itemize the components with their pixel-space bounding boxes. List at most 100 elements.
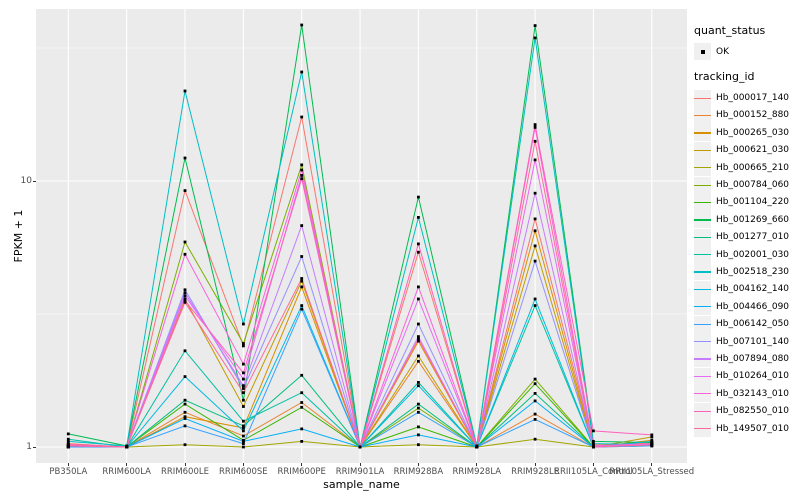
black-point-icon xyxy=(701,50,705,54)
point-key-icon xyxy=(694,43,711,61)
data-point xyxy=(242,424,245,428)
data-point xyxy=(183,252,187,256)
data-point xyxy=(650,435,654,439)
data-point xyxy=(242,445,245,449)
data-point xyxy=(475,445,479,449)
data-point xyxy=(66,437,70,441)
line-key-icon xyxy=(694,333,711,351)
data-point xyxy=(242,391,245,395)
legend-item-Hb_000621_030: Hb_000621_030 xyxy=(694,141,798,159)
legend-item-label: Hb_082550_010 xyxy=(716,406,790,417)
legend-title-quant-status: quant_status xyxy=(694,24,766,37)
data-point xyxy=(417,402,420,406)
data-point xyxy=(183,294,187,298)
data-point xyxy=(300,23,304,27)
data-point xyxy=(533,382,537,386)
data-point xyxy=(183,443,187,447)
x-tick-label: RRIM901LA xyxy=(335,467,385,477)
legend-item-label: Hb_001104_220 xyxy=(716,197,790,208)
data-point xyxy=(242,377,245,381)
data-point xyxy=(417,337,420,341)
data-point xyxy=(417,359,420,363)
data-point xyxy=(417,195,420,199)
data-point xyxy=(533,24,537,27)
x-tick-label: RRII105LA_Control xyxy=(554,467,633,477)
series-color-swatch xyxy=(694,132,711,134)
data-point xyxy=(300,391,304,395)
x-tick-label: RRIM600SE xyxy=(219,467,268,477)
x-tick-mark xyxy=(359,463,361,466)
legend-item-label: Hb_002001_030 xyxy=(716,249,790,260)
data-point xyxy=(242,342,245,345)
series-color-swatch xyxy=(694,149,711,151)
legend-title-tracking-id: tracking_id xyxy=(694,70,755,84)
line-key-icon xyxy=(694,228,711,246)
series-color-swatch xyxy=(694,375,711,378)
line-key-icon xyxy=(694,176,711,194)
plot-panel xyxy=(36,9,687,463)
data-point xyxy=(183,156,187,160)
y-tick-mark xyxy=(33,446,36,448)
data-point xyxy=(417,242,420,246)
data-point xyxy=(125,445,129,449)
data-point xyxy=(533,412,537,416)
legend-item-Hb_002001_030: Hb_002001_030 xyxy=(694,246,798,264)
series-color-swatch xyxy=(694,428,711,430)
data-point xyxy=(300,440,304,443)
line-key-icon xyxy=(694,263,711,281)
legend-item-Hb_000265_030: Hb_000265_030 xyxy=(694,124,798,142)
data-point xyxy=(650,440,654,443)
line-key-icon xyxy=(694,89,711,107)
legend-item-label: OK xyxy=(716,46,729,57)
legend-item-Hb_149507_010: Hb_149507_010 xyxy=(694,420,798,437)
data-point xyxy=(300,304,304,307)
legend-item-Hb_002518_230: Hb_002518_230 xyxy=(694,263,798,281)
data-point xyxy=(183,300,187,304)
data-point xyxy=(183,297,187,301)
legend-item-Hb_007894_080: Hb_007894_080 xyxy=(694,350,798,368)
data-point xyxy=(300,307,304,311)
data-point xyxy=(242,371,245,375)
series-color-swatch xyxy=(694,219,711,221)
data-point xyxy=(592,429,595,433)
x-tick-mark xyxy=(534,463,536,466)
data-point xyxy=(417,322,420,326)
data-point xyxy=(533,418,537,421)
y-tick-label: 10 xyxy=(20,176,32,186)
data-point xyxy=(417,381,420,384)
data-point xyxy=(300,285,304,289)
data-point xyxy=(650,443,654,447)
legend-item-label: Hb_002518_230 xyxy=(716,266,790,277)
data-point xyxy=(242,405,245,408)
series-color-swatch xyxy=(694,201,711,204)
data-point xyxy=(417,335,420,338)
legend-item-Hb_000665_210: Hb_000665_210 xyxy=(694,159,798,177)
x-tick-mark xyxy=(651,463,653,466)
series-color-swatch xyxy=(694,358,711,360)
series-color-swatch xyxy=(694,184,711,186)
legend-item-label: Hb_010264_010 xyxy=(716,371,790,382)
x-tick-mark xyxy=(476,463,478,466)
legend-item-Hb_004162_140: Hb_004162_140 xyxy=(694,280,798,298)
legend-item-label: Hb_006142_050 xyxy=(716,319,790,330)
series-color-swatch xyxy=(694,167,711,169)
legend-item-label: Hb_004162_140 xyxy=(716,284,790,295)
data-point xyxy=(66,440,70,443)
data-point xyxy=(242,322,245,326)
legend-item-label: Hb_032143_010 xyxy=(716,388,790,399)
legend-item-label: Hb_001269_660 xyxy=(716,214,790,225)
line-key-icon xyxy=(694,141,711,159)
data-point xyxy=(183,240,187,244)
data-point xyxy=(592,442,595,445)
line-key-icon xyxy=(694,106,711,124)
data-point xyxy=(183,424,187,428)
data-point xyxy=(533,437,537,441)
data-point xyxy=(183,291,187,295)
data-point xyxy=(183,288,187,292)
series-color-swatch xyxy=(694,410,711,412)
data-point xyxy=(183,375,187,378)
data-point xyxy=(242,429,245,433)
y-tick-mark xyxy=(33,180,36,182)
data-point xyxy=(183,349,187,353)
data-point xyxy=(300,174,304,177)
